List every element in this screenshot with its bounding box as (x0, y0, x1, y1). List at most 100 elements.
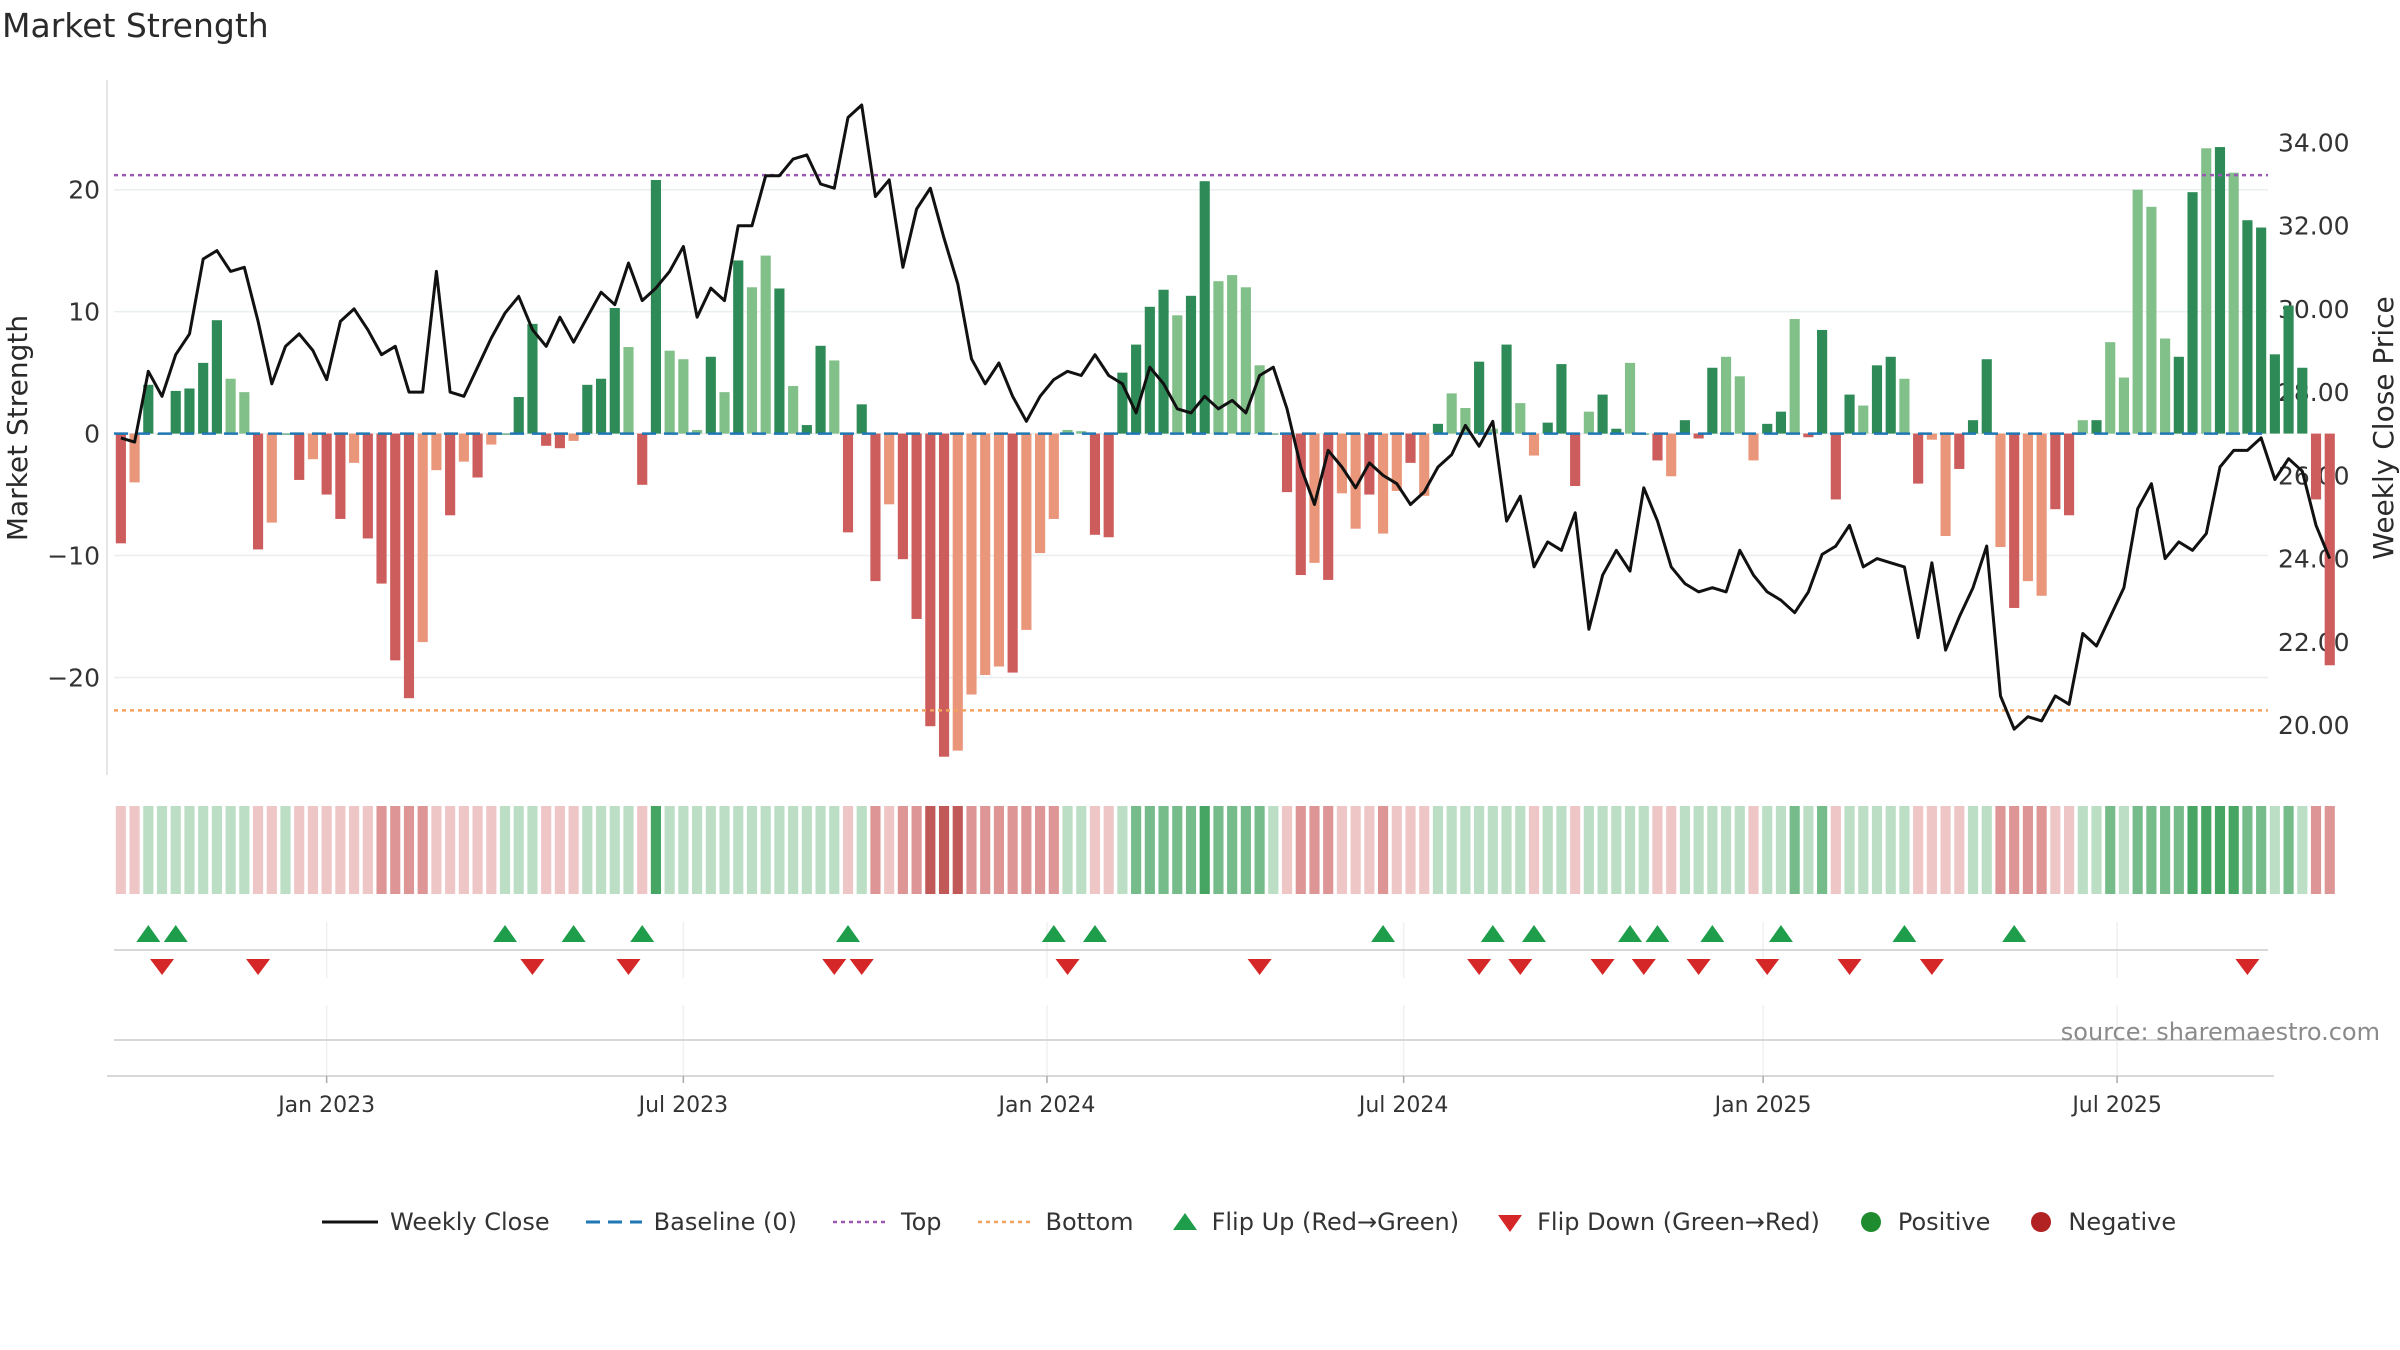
heat-cell (637, 806, 648, 894)
heat-cell (966, 806, 977, 894)
flip-up-marker (1480, 925, 1505, 942)
strength-bar (842, 433, 854, 533)
strength-bar (952, 433, 963, 751)
heat-cell (1501, 806, 1512, 894)
heat-cell (1707, 806, 1718, 894)
flip-up-marker (163, 925, 188, 942)
strength-bar (2036, 433, 2047, 596)
strength-bar (1295, 433, 1306, 576)
heat-cell (2146, 806, 2157, 894)
strength-bar (582, 384, 593, 434)
y-tick-label-left: −10 (47, 542, 100, 571)
heat-cell (2310, 806, 2322, 894)
strength-bar (2022, 433, 2033, 582)
flip-down-marker (849, 959, 874, 975)
strength-bar (184, 388, 195, 434)
strength-bar (2283, 305, 2294, 434)
strength-bar (1254, 365, 1265, 434)
strength-bar (1528, 433, 1540, 456)
heat-cell (870, 806, 881, 894)
strength-bar (1981, 359, 1992, 434)
heat-cell (1281, 806, 1293, 894)
legend-item-flip-down[interactable]: Flip Down (Green→Red) (1493, 1208, 1820, 1236)
legend-item-positive[interactable]: Positive (1854, 1208, 1990, 1236)
strength-bar (1117, 372, 1128, 434)
heat-cell (1021, 806, 1032, 894)
heat-cell (2256, 806, 2267, 894)
strength-bar (198, 362, 209, 434)
flip-up-marker (1082, 925, 1107, 942)
strength-bar (2173, 356, 2184, 434)
heat-cell (499, 806, 511, 894)
heat-cell (2118, 806, 2130, 894)
y-tick-label-right: 24.00 (2278, 545, 2350, 574)
strength-bar (2214, 147, 2226, 434)
strength-bar (1583, 411, 1594, 434)
legend-item-bottom[interactable]: Bottom (976, 1208, 1134, 1236)
heat-cell (1295, 806, 1306, 894)
triangle-down-icon (1498, 1215, 1523, 1232)
y-tick-label-right: 34.00 (2278, 128, 2350, 157)
strength-bar (829, 360, 840, 434)
legend-item-baseline[interactable]: Baseline (0) (584, 1208, 797, 1236)
legend-label: Weekly Close (390, 1208, 550, 1236)
dotted-line-swatch-icon (833, 1220, 890, 1224)
heat-cell (760, 806, 771, 894)
strength-bar (541, 433, 552, 446)
strength-bar (280, 433, 291, 435)
legend-item-flip-up[interactable]: Flip Up (Red→Green) (1168, 1208, 1459, 1236)
strength-bar (225, 378, 236, 434)
strength-bar (1007, 433, 1018, 673)
strength-bar (1103, 433, 1114, 538)
heat-cell (1967, 806, 1979, 894)
heat-cell (1378, 806, 1389, 894)
heat-cell (719, 806, 730, 894)
heat-cell (692, 806, 703, 894)
weekly-close-line (120, 103, 2332, 731)
heat-cell (1666, 806, 1677, 894)
heat-cell (349, 806, 360, 894)
heat-cell (1762, 806, 1773, 894)
line-swatch-icon (322, 1220, 378, 1224)
strength-bar (1158, 289, 1169, 434)
strength-bar (349, 433, 360, 463)
strength-bar (1611, 428, 1622, 434)
strength-bar (2063, 433, 2075, 516)
strength-bar (1213, 281, 1224, 434)
heat-cell (1158, 806, 1169, 894)
legend-item-weekly-close[interactable]: Weekly Close (320, 1208, 550, 1236)
heat-cell (2214, 806, 2226, 894)
flip-up-marker (1700, 925, 1725, 942)
legend-item-negative[interactable]: Negative (2024, 1208, 2176, 1236)
heat-cell (2105, 806, 2116, 894)
strength-bar (252, 433, 264, 550)
flip-down-marker (822, 959, 847, 975)
strength-bar (554, 433, 565, 449)
heat-cell (1515, 806, 1526, 894)
heat-cell (1336, 806, 1347, 894)
heat-cell (252, 806, 264, 894)
strength-bar (705, 356, 716, 434)
strength-bar (1474, 361, 1485, 434)
strength-bar (376, 433, 387, 584)
strength-bar (321, 433, 332, 495)
heat-cell (2283, 806, 2294, 894)
dashed-line-swatch-icon (585, 1220, 642, 1224)
heat-cell (993, 806, 1004, 894)
strength-bar (2256, 227, 2267, 434)
heat-cell (541, 806, 552, 894)
flip-down-marker (1919, 959, 1944, 975)
legend-item-top[interactable]: Top (831, 1208, 942, 1236)
strength-bar (650, 179, 662, 434)
strength-bar (1775, 411, 1787, 434)
heat-cell (2201, 806, 2212, 894)
strength-bar (1432, 423, 1444, 434)
flip-down-marker (1755, 959, 1780, 975)
heat-cell (1474, 806, 1485, 894)
heat-cell (1199, 806, 1210, 894)
flip-down-marker (520, 959, 545, 975)
strength-bar (774, 288, 785, 434)
heat-cell (198, 806, 209, 894)
strength-bar (143, 384, 154, 434)
legend-label: Negative (2068, 1208, 2177, 1236)
